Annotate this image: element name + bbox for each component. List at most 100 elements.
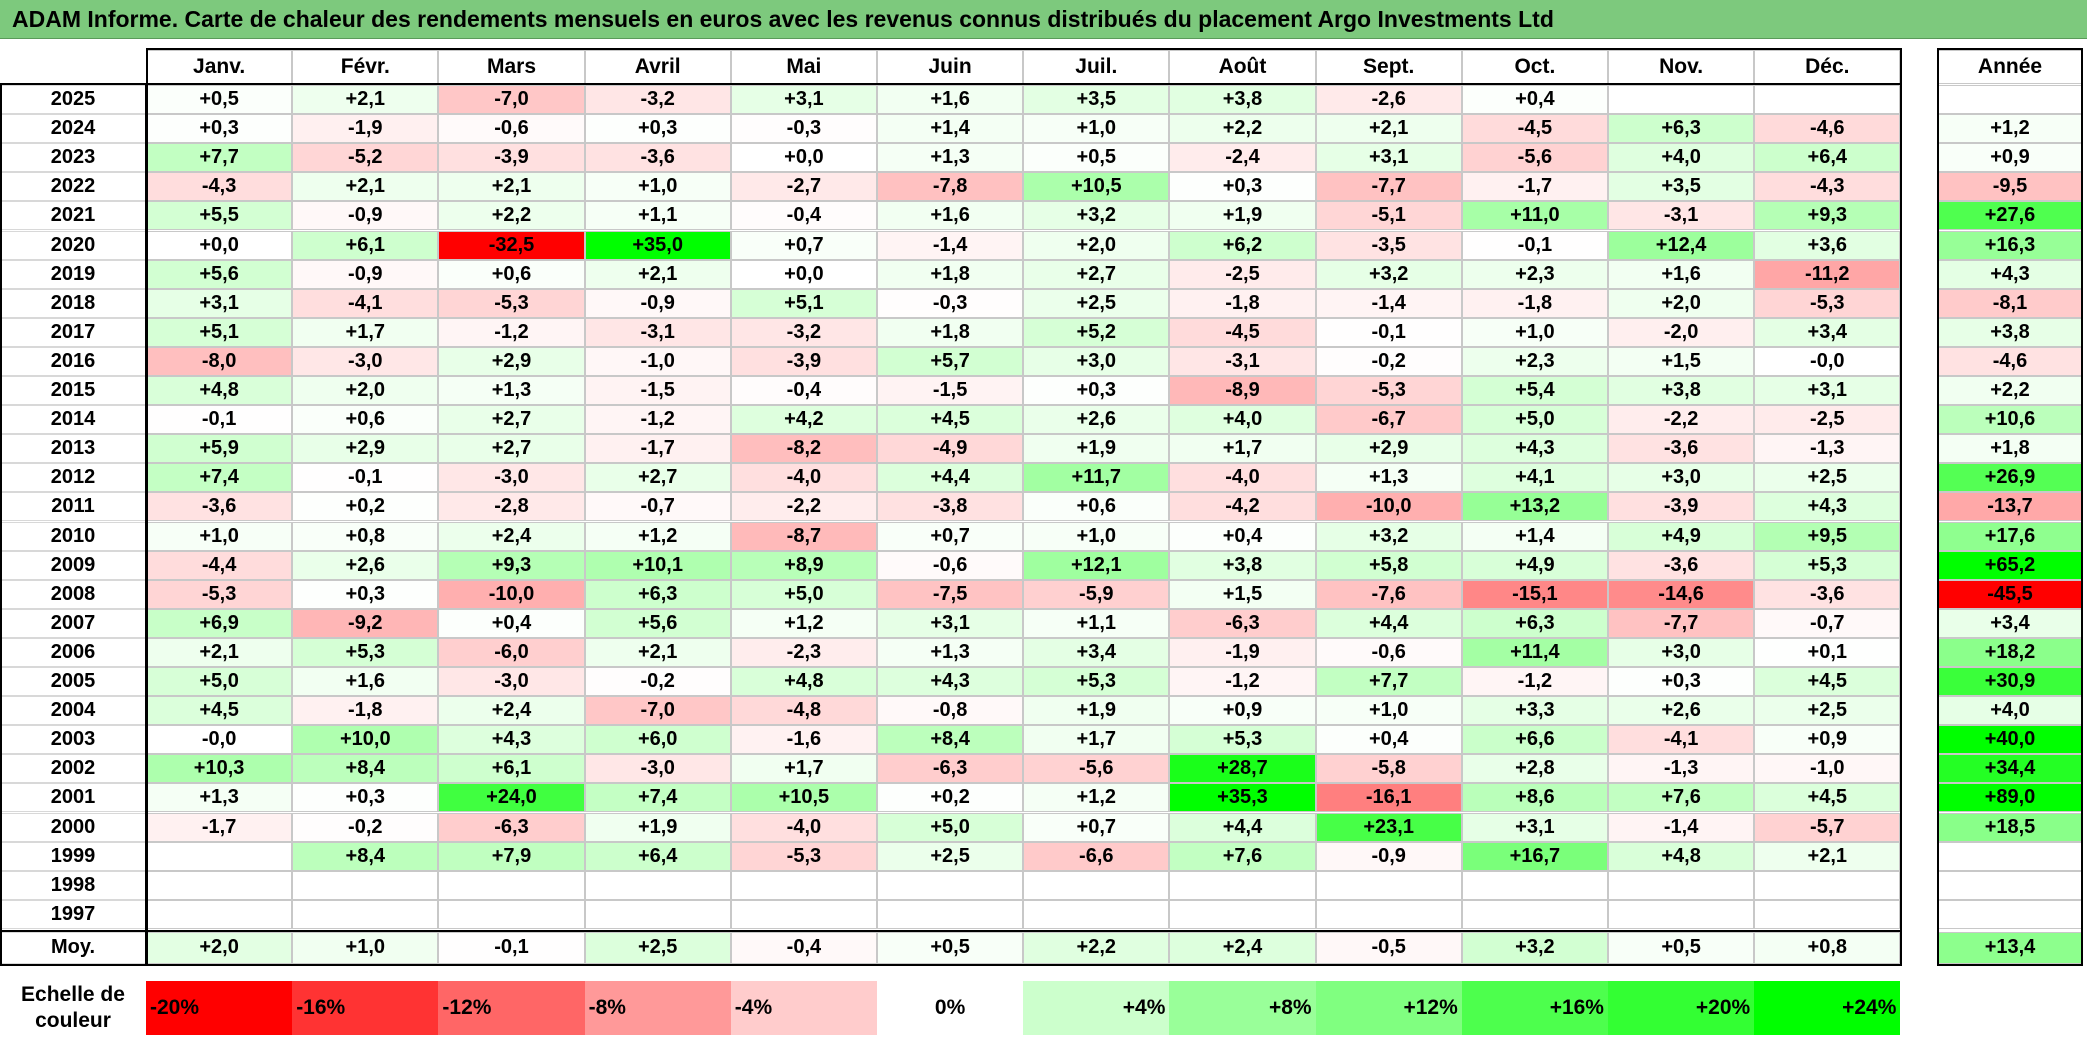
heatmap-cell: -5,8	[1315, 754, 1462, 784]
heatmap-cell: -1,2	[438, 317, 585, 347]
heatmap-cell: -1,0	[584, 346, 731, 376]
row-year-label: 2013	[0, 434, 146, 464]
heatmap-cell: +3,0	[1023, 346, 1170, 376]
heatmap-cell: +2,5	[1754, 696, 1901, 726]
heatmap-cell: +5,0	[877, 812, 1024, 842]
row-year-label: 2019	[0, 259, 146, 289]
heatmap-cell: +5,0	[730, 579, 877, 609]
heatmap-cell: +5,6	[584, 608, 731, 638]
annual-cell: +18,5	[1938, 812, 2082, 842]
heatmap-cell: -9,2	[292, 608, 439, 638]
heatmap-cell: +1,0	[146, 521, 293, 551]
heatmap-cell: +2,1	[1754, 841, 1901, 871]
heatmap-cell: +0,4	[1315, 725, 1462, 755]
heatmap-cell	[584, 870, 731, 900]
heatmap-cell: +1,7	[292, 317, 439, 347]
year-column-header: Année	[1938, 50, 2082, 84]
heatmap-cell: -4,5	[1461, 114, 1608, 144]
heatmap-cell	[438, 899, 585, 929]
heatmap-cell: +0,3	[1023, 376, 1170, 406]
heatmap-cell: +4,1	[1461, 463, 1608, 493]
row-year-label: 2020	[0, 230, 146, 260]
row-year-label: 2015	[0, 376, 146, 406]
heatmap-cell: +2,5	[1023, 288, 1170, 318]
month-header: Oct.	[1461, 50, 1608, 84]
heatmap-cell: +5,5	[146, 201, 293, 231]
heatmap-cell: +0,7	[877, 521, 1024, 551]
heatmap-cell: -3,0	[438, 667, 585, 697]
heatmap-cell: -15,1	[1461, 579, 1608, 609]
heatmap-cell: +3,0	[1608, 637, 1755, 667]
heatmap-cell: +0,5	[1023, 143, 1170, 173]
heatmap-cell	[1754, 870, 1901, 900]
heatmap-cell: -0,9	[1315, 841, 1462, 871]
heatmap-cell: -10,0	[438, 579, 585, 609]
heatmap-cell: +4,3	[1754, 492, 1901, 522]
heatmap-cell: +1,9	[1023, 434, 1170, 464]
heatmap-cell: +1,4	[877, 114, 1024, 144]
annual-cell: +16,3	[1938, 230, 2082, 260]
heatmap-cell: +3,1	[146, 288, 293, 318]
heatmap-cell: -7,0	[438, 85, 585, 115]
heatmap-cell: +6,3	[584, 579, 731, 609]
heatmap-cell: -8,9	[1169, 376, 1316, 406]
heatmap-cell: +6,0	[584, 725, 731, 755]
heatmap-cell: -7,7	[1315, 172, 1462, 202]
month-header: Mars	[438, 50, 585, 84]
heatmap-cell: +6,2	[1169, 230, 1316, 260]
heatmap-cell: +24,0	[438, 783, 585, 813]
heatmap-cell: +11,7	[1023, 463, 1170, 493]
color-scale-step: +24%	[1754, 981, 1901, 1035]
heatmap-cell: +1,4	[1461, 521, 1608, 551]
heatmap-cell: -4,3	[1754, 172, 1901, 202]
heatmap-cell: -1,4	[1608, 812, 1755, 842]
row-year-label: 2023	[0, 143, 146, 173]
heatmap-cell: +0,4	[1461, 85, 1608, 115]
heatmap-cell: -1,5	[877, 376, 1024, 406]
heatmap-cell: -5,3	[730, 841, 877, 871]
annual-cell: -13,7	[1938, 492, 2082, 522]
page-title: ADAM Informe. Carte de chaleur des rende…	[12, 6, 1554, 32]
heatmap-cell: +8,4	[877, 725, 1024, 755]
heatmap-cell: +0,6	[292, 405, 439, 435]
month-header: Nov.	[1608, 50, 1755, 84]
heatmap-cell: +0,4	[1169, 521, 1316, 551]
heatmap-cell	[730, 870, 877, 900]
heatmap-cell: +1,5	[1608, 346, 1755, 376]
heatmap-cell: +2,1	[438, 172, 585, 202]
heatmap-cell: +4,0	[1608, 143, 1755, 173]
heatmap-cell: -0,8	[877, 696, 1024, 726]
heatmap-cell: -5,3	[146, 579, 293, 609]
row-year-label: 2025	[0, 85, 146, 115]
heatmap-cell: +16,7	[1461, 841, 1608, 871]
heatmap-cell: -10,0	[1315, 492, 1462, 522]
heatmap-cell	[1169, 899, 1316, 929]
heatmap-cell: +2,7	[584, 463, 731, 493]
heatmap-cell: +5,4	[1461, 376, 1608, 406]
heatmap-cell: +2,4	[438, 696, 585, 726]
heatmap-cell: -0,7	[584, 492, 731, 522]
heatmap-cell: +2,1	[584, 259, 731, 289]
heatmap-cell: -0,9	[584, 288, 731, 318]
heatmap-cell: -0,2	[1315, 346, 1462, 376]
heatmap-cell: -3,8	[877, 492, 1024, 522]
heatmap-cell: +2,9	[1315, 434, 1462, 464]
heatmap-cell: +7,7	[1315, 667, 1462, 697]
average-separator	[0, 929, 1903, 932]
heatmap-cell: +12,4	[1608, 230, 1755, 260]
heatmap-cell: -2,2	[730, 492, 877, 522]
heatmap-cell: -5,2	[292, 143, 439, 173]
heatmap-cell: +4,4	[877, 463, 1024, 493]
heatmap-cell: +0,7	[1023, 812, 1170, 842]
heatmap-cell	[292, 899, 439, 929]
heatmap-cell: +4,5	[1754, 667, 1901, 697]
heatmap-cell: +1,0	[1461, 317, 1608, 347]
month-header: Févr.	[292, 50, 439, 84]
heatmap-cell: -0,7	[1754, 608, 1901, 638]
color-scale-step: +16%	[1461, 981, 1608, 1035]
heatmap-cell: +1,0	[584, 172, 731, 202]
annual-cell: -45,5	[1938, 579, 2082, 609]
heatmap-cell: +1,7	[1023, 725, 1170, 755]
heatmap-cell: -2,8	[438, 492, 585, 522]
row-year-label: 2002	[0, 754, 146, 784]
